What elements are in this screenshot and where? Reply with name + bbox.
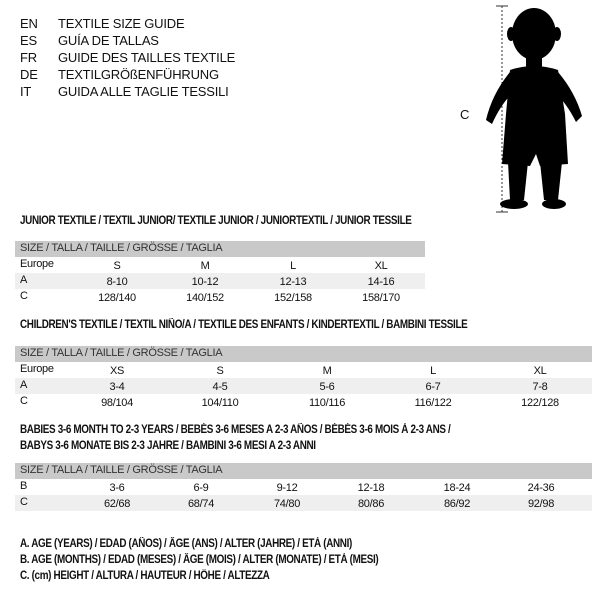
- table-cell: 104/110: [201, 397, 239, 409]
- table-cell: S: [113, 260, 121, 272]
- language-code: ES: [20, 33, 37, 48]
- table-cell: 6-7: [425, 381, 441, 393]
- row-label: B: [20, 480, 28, 492]
- table-cell: 3-4: [109, 381, 125, 393]
- row-label: A: [20, 379, 28, 391]
- table-row: B 3-6 6-9 9-12 12-18 18-24 24-36: [15, 479, 592, 495]
- table-title: BABIES 3-6 MONTH TO 2-3 YEARS / BEBÉS 3-…: [20, 424, 451, 436]
- table-cell: 128/140: [98, 292, 136, 304]
- table-cell: 14-16: [367, 276, 395, 288]
- table-cell: 18-24: [443, 482, 471, 494]
- table-cell: 68/74: [187, 498, 215, 510]
- table-header-row: SIZE / TALLA / TAILLE / GRÖSSE / TAGLIA: [15, 346, 592, 362]
- table-row: A 8-10 10-12 12-13 14-16: [15, 273, 425, 289]
- row-label: Europe: [20, 258, 54, 270]
- table-cell: 12-18: [357, 482, 385, 494]
- table-cell: 122/128: [521, 397, 559, 409]
- language-code: DE: [20, 67, 38, 82]
- table-title: CHILDREN'S TEXTILE / TEXTIL NIÑO/A / TEX…: [20, 319, 468, 331]
- table-cell: L: [430, 365, 436, 377]
- figure-height-label: C: [460, 107, 470, 122]
- language-code: EN: [20, 16, 38, 31]
- table-cell: 140/152: [186, 292, 224, 304]
- table-cell: 158/170: [362, 292, 400, 304]
- table-row: A 3-4 4-5 5-6 6-7 7-8: [15, 378, 592, 394]
- table-row: C 98/104 104/110 110/116 116/122 122/128: [15, 394, 592, 410]
- language-code: FR: [20, 50, 37, 65]
- table-cell: XL: [533, 365, 547, 377]
- table-cell: 92/98: [527, 498, 555, 510]
- table-cell: 6-9: [193, 482, 209, 494]
- table-cell: L: [290, 260, 296, 272]
- table-cell: 86/92: [443, 498, 471, 510]
- language-title: GUIDA ALLE TAGLIE TESSILI: [58, 84, 229, 99]
- table-cell: 24-36: [527, 482, 555, 494]
- table-header-row: SIZE / TALLA / TAILLE / GRÖSSE / TAGLIA: [15, 241, 425, 257]
- table-header: SIZE / TALLA / TAILLE / GRÖSSE / TAGLIA: [20, 242, 223, 254]
- table-cell: 4-5: [212, 381, 228, 393]
- table-cell: 80/86: [357, 498, 385, 510]
- table-row: C 128/140 140/152 152/158 158/170: [15, 289, 425, 305]
- table-cell: 98/104: [101, 397, 133, 409]
- table-cell: 5-6: [319, 381, 335, 393]
- table-cell: 3-6: [109, 482, 125, 494]
- language-code: IT: [20, 84, 32, 99]
- row-label: A: [20, 274, 28, 286]
- table-cell: M: [322, 365, 332, 377]
- language-title: TEXTILE SIZE GUIDE: [58, 16, 185, 31]
- legend-item: A. AGE (YEARS) / EDAD (AÑOS) / ÂGE (ANS)…: [20, 538, 352, 550]
- language-title: GUIDE DES TAILLES TEXTILE: [58, 50, 236, 65]
- table-header: SIZE / TALLA / TAILLE / GRÖSSE / TAGLIA: [20, 464, 223, 476]
- table-cell: XS: [109, 365, 125, 377]
- child-silhouette-icon: [470, 4, 595, 214]
- table-title: JUNIOR TEXTILE / TEXTIL JUNIOR/ TEXTILE …: [20, 215, 412, 227]
- table-header-row: SIZE / TALLA / TAILLE / GRÖSSE / TAGLIA: [15, 463, 592, 479]
- table-cell: 9-12: [276, 482, 298, 494]
- table-cell: 152/158: [274, 292, 312, 304]
- table-cell: 7-8: [532, 381, 548, 393]
- table-cell: 62/68: [103, 498, 131, 510]
- table-cell: 12-13: [279, 276, 307, 288]
- table-title: BABYS 3-6 MONATE BIS 2-3 JAHRE / BAMBINI…: [20, 440, 316, 452]
- legend-item: C. (cm) HEIGHT / ALTURA / HAUTEUR / HÖHE…: [20, 570, 270, 582]
- table-cell: 10-12: [191, 276, 219, 288]
- row-label: C: [20, 496, 28, 508]
- row-label: C: [20, 395, 28, 407]
- table-cell: XL: [374, 260, 388, 272]
- table-row: C 62/68 68/74 74/80 80/86 86/92 92/98: [15, 495, 592, 511]
- row-label: Europe: [20, 363, 54, 375]
- table-row: Europe S M L XL: [15, 257, 425, 273]
- table-cell: M: [200, 260, 210, 272]
- table-cell: S: [216, 365, 224, 377]
- table-cell: 110/116: [308, 397, 346, 409]
- table-cell: 8-10: [106, 276, 128, 288]
- row-label: C: [20, 290, 28, 302]
- table-row: Europe XS S M L XL: [15, 362, 592, 378]
- table-cell: 116/122: [414, 397, 452, 409]
- legend-item: B. AGE (MONTHS) / EDAD (MESES) / ÂGE (MO…: [20, 554, 379, 566]
- table-cell: 74/80: [273, 498, 301, 510]
- language-title: TEXTILGRÖßENFÜHRUNG: [58, 67, 219, 82]
- table-header: SIZE / TALLA / TAILLE / GRÖSSE / TAGLIA: [20, 347, 223, 359]
- language-title: GUÍA DE TALLAS: [58, 33, 159, 48]
